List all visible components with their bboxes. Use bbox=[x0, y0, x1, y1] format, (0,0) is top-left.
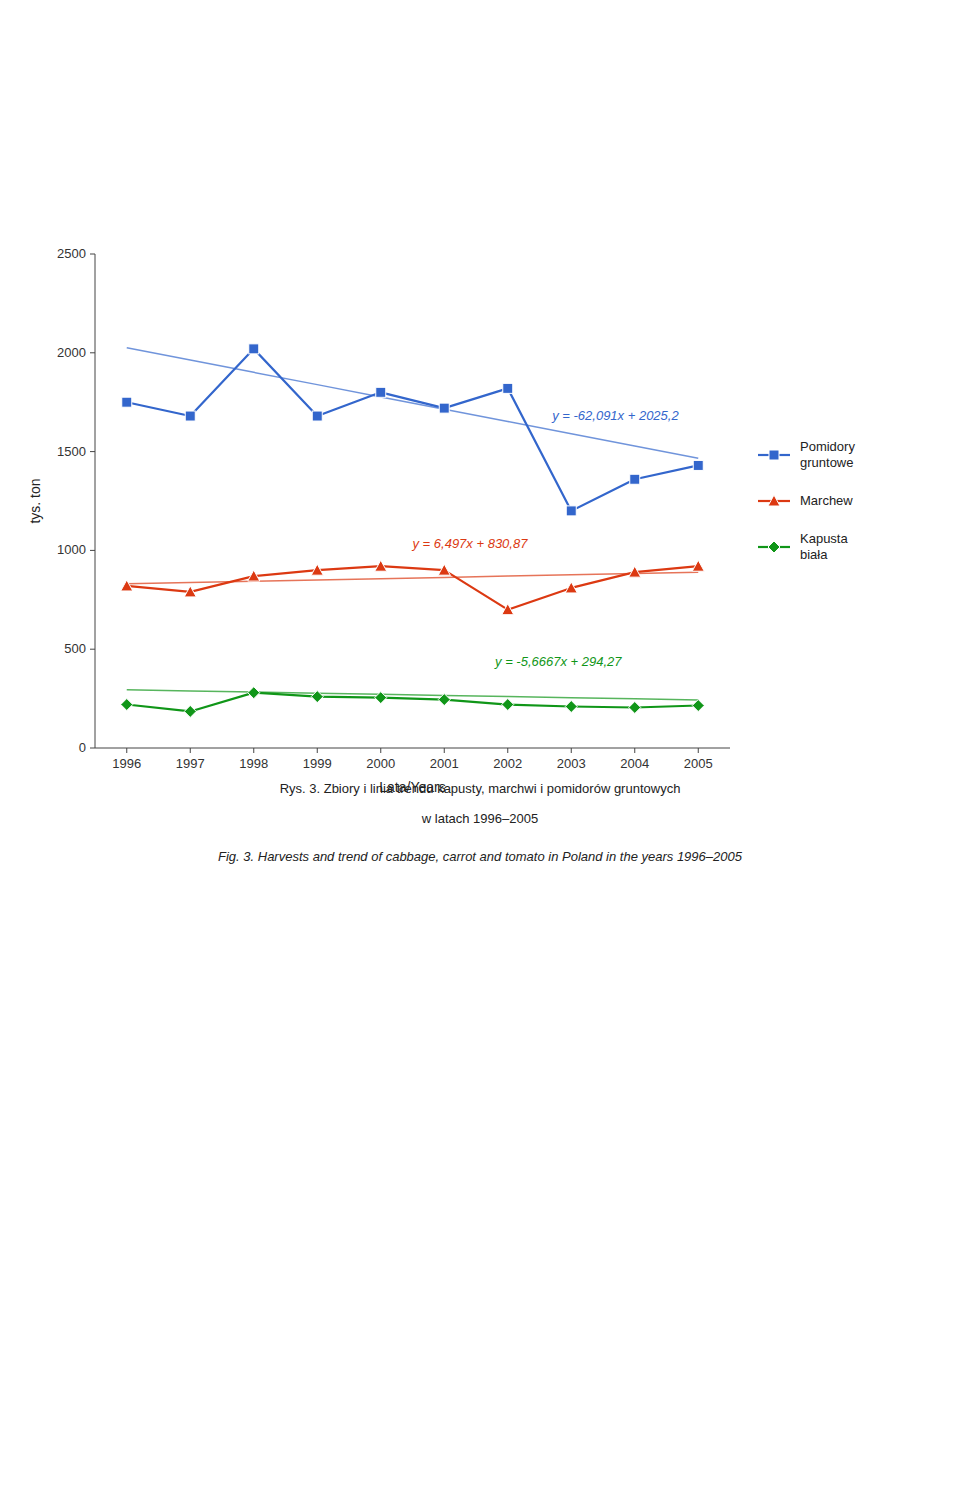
x-tick-label: 2000 bbox=[366, 756, 395, 771]
y-tick bbox=[90, 352, 95, 353]
point bbox=[248, 687, 260, 699]
legend-marker bbox=[768, 495, 780, 506]
y-axis-line bbox=[95, 254, 96, 748]
legend-label-line: biała bbox=[800, 547, 828, 562]
x-tick-label: 1998 bbox=[239, 756, 268, 771]
y-tick bbox=[90, 451, 95, 452]
legend-label-line: Kapusta bbox=[800, 531, 848, 546]
legend-label-line: Pomidory bbox=[800, 439, 855, 454]
point bbox=[376, 387, 386, 397]
point bbox=[565, 582, 577, 593]
x-tick bbox=[444, 748, 445, 753]
point bbox=[121, 580, 133, 591]
x-tick bbox=[317, 748, 318, 753]
x-tick bbox=[507, 748, 508, 753]
point bbox=[312, 411, 322, 421]
legend-label-line: gruntowe bbox=[800, 455, 853, 470]
chart: 0 500 1000 1500 2000 2500 1996 1997 1998 1999 2000… bbox=[0, 0, 960, 1497]
x-tick-label: 2005 bbox=[684, 756, 713, 771]
point bbox=[121, 699, 133, 711]
point bbox=[438, 694, 450, 706]
point bbox=[184, 586, 196, 597]
x-tick bbox=[126, 748, 127, 753]
x-tick bbox=[698, 748, 699, 753]
legend-label: Marchew bbox=[800, 493, 853, 508]
legend: Pomidorygruntowe Marchew Kapustabiała bbox=[758, 439, 855, 562]
y-tick-label: 2000 bbox=[57, 345, 86, 360]
point bbox=[122, 397, 132, 407]
annotation: y = 6,497x + 830,87 bbox=[412, 536, 529, 551]
point bbox=[249, 344, 259, 354]
legend-label: Kapustabiała bbox=[800, 531, 848, 562]
x-tick bbox=[634, 748, 635, 753]
point bbox=[311, 691, 323, 703]
x-tick bbox=[190, 748, 191, 753]
x-tick bbox=[253, 748, 254, 753]
series-line bbox=[127, 349, 699, 511]
point bbox=[565, 701, 577, 713]
y-tick-label: 1000 bbox=[57, 542, 86, 557]
point bbox=[692, 560, 704, 571]
point bbox=[629, 701, 641, 713]
point bbox=[630, 474, 640, 484]
point bbox=[248, 570, 260, 581]
annotation: y = -5,6667x + 294,27 bbox=[494, 654, 622, 669]
plot-marks bbox=[121, 344, 705, 718]
series-line bbox=[127, 693, 699, 712]
y-tick bbox=[90, 254, 95, 255]
legend-marker bbox=[768, 541, 780, 553]
x-tick-label: 2003 bbox=[557, 756, 586, 771]
caption: Rys. 3. Zbiory i linia trendu kapusty, m… bbox=[280, 781, 681, 796]
x-tick-label: 2002 bbox=[493, 756, 522, 771]
y-axis-label: tys. ton bbox=[27, 478, 43, 523]
legend-label-line: Marchew bbox=[800, 493, 853, 508]
caption: w latach 1996–2005 bbox=[421, 811, 538, 826]
point bbox=[502, 604, 514, 615]
point bbox=[185, 411, 195, 421]
x-tick bbox=[380, 748, 381, 753]
x-tick-label: 2004 bbox=[620, 756, 649, 771]
x-tick-label: 2001 bbox=[430, 756, 459, 771]
y-tick-label: 0 bbox=[79, 740, 86, 755]
legend-marker bbox=[769, 450, 779, 460]
y-tick bbox=[90, 748, 95, 749]
y-tick-label: 1500 bbox=[57, 444, 86, 459]
annotation: y = -62,091x + 2025,2 bbox=[551, 408, 679, 423]
x-tick-label: 1996 bbox=[112, 756, 141, 771]
point bbox=[375, 692, 387, 704]
point bbox=[184, 705, 196, 717]
point bbox=[566, 506, 576, 516]
y-tick bbox=[90, 550, 95, 551]
x-tick-label: 1997 bbox=[176, 756, 205, 771]
point bbox=[629, 566, 641, 577]
point bbox=[693, 460, 703, 470]
y-tick-label: 2500 bbox=[57, 246, 86, 261]
legend-label: Pomidorygruntowe bbox=[800, 439, 855, 470]
point bbox=[438, 564, 450, 575]
point bbox=[502, 699, 514, 711]
axes: 0 500 1000 1500 2000 2500 1996 1997 1998 1999 2000… bbox=[57, 246, 730, 771]
x-tick bbox=[571, 748, 572, 753]
point bbox=[311, 564, 323, 575]
point bbox=[375, 560, 387, 571]
y-tick-label: 500 bbox=[64, 641, 86, 656]
point bbox=[692, 700, 704, 712]
y-tick bbox=[90, 649, 95, 650]
trend-line bbox=[127, 348, 699, 458]
series-line bbox=[127, 566, 699, 609]
point bbox=[503, 383, 513, 393]
x-tick-label: 1999 bbox=[303, 756, 332, 771]
point bbox=[439, 403, 449, 413]
caption: Fig. 3. Harvests and trend of cabbage, c… bbox=[218, 849, 743, 864]
